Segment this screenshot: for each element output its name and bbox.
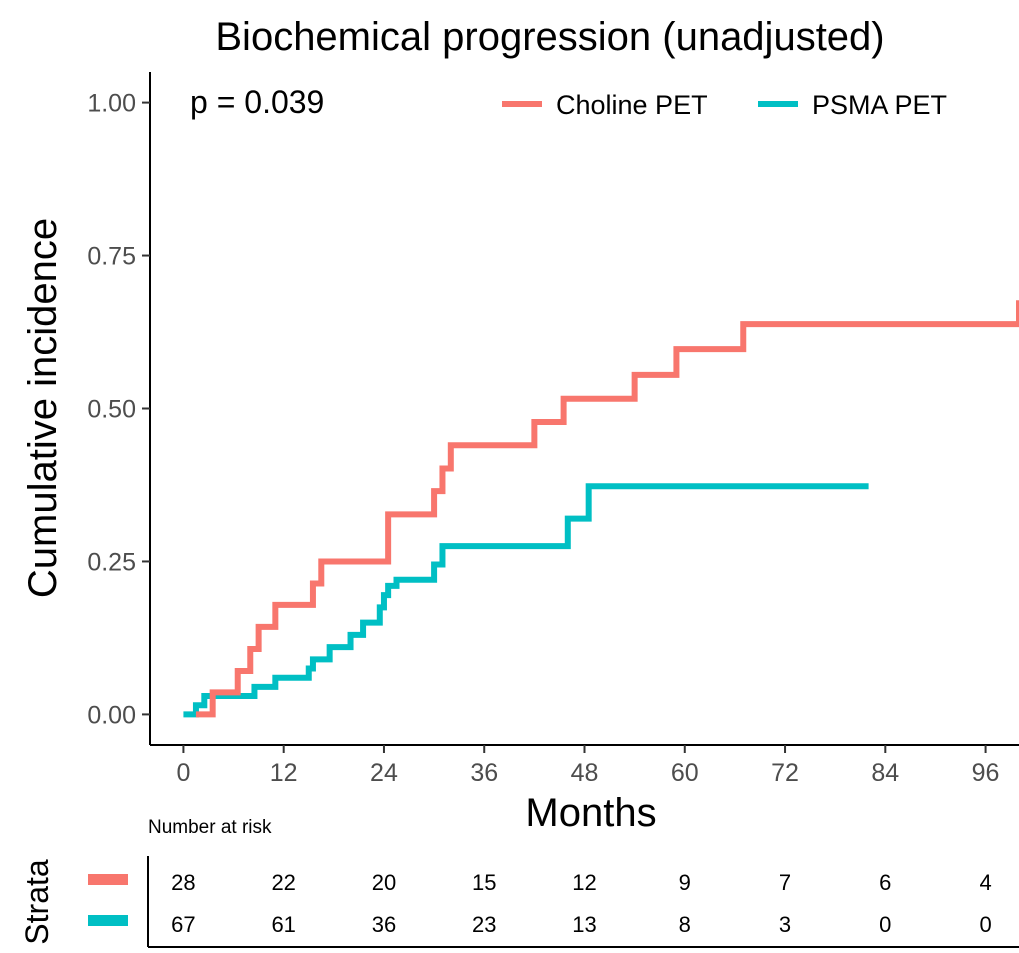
risk-value: 23 xyxy=(472,912,496,937)
risk-swatch-choline xyxy=(88,874,128,885)
risk-table-title: Number at risk xyxy=(148,817,272,838)
risk-value: 36 xyxy=(372,912,396,937)
risk-value: 20 xyxy=(372,870,396,895)
y-tick-label: 0.75 xyxy=(87,243,136,271)
plot-area: 0.00 0.25 0.50 0.75 1.00 0 12 24 36 48 60 72 84 96 p… xyxy=(87,72,1019,787)
x-tick-group: 0 12 24 36 48 60 72 84 96 xyxy=(176,745,999,787)
risk-value: 0 xyxy=(979,912,991,937)
risk-value: 28 xyxy=(171,870,195,895)
risk-value: 13 xyxy=(572,912,596,937)
x-tick-label: 60 xyxy=(671,759,699,787)
x-tick-label: 0 xyxy=(176,759,190,787)
risk-values: 28 22 20 15 12 9 7 6 4 67 61 36 23 13 8 3 0 0 xyxy=(171,870,992,937)
series-layer xyxy=(183,300,1019,718)
risk-value: 0 xyxy=(879,912,891,937)
x-tick-label: 96 xyxy=(972,759,1000,787)
x-tick-label: 72 xyxy=(771,759,799,787)
x-tick-label: 48 xyxy=(571,759,599,787)
y-tick-label: 1.00 xyxy=(87,90,136,118)
y-tick-label: 0.00 xyxy=(87,701,136,729)
risk-value: 12 xyxy=(572,870,596,895)
risk-value: 61 xyxy=(271,912,295,937)
x-tick-label: 24 xyxy=(370,759,398,787)
chart-title: Biochemical progression (unadjusted) xyxy=(215,15,884,59)
series-line-choline-pet xyxy=(195,300,1019,718)
risk-value: 7 xyxy=(779,870,791,895)
legend: Choline PET PSMA PET xyxy=(502,90,947,120)
x-axis-title: Months xyxy=(525,791,656,835)
risk-value: 4 xyxy=(979,870,991,895)
risk-value: 6 xyxy=(879,870,891,895)
risk-table: Number at risk Strata 28 22 20 15 12 9 7 6 4 67 61… xyxy=(19,817,1019,948)
risk-value: 22 xyxy=(271,870,295,895)
series-line-psma-pet xyxy=(183,483,869,718)
x-tick-label: 84 xyxy=(871,759,899,787)
risk-value: 3 xyxy=(779,912,791,937)
risk-swatch-psma xyxy=(88,915,128,926)
legend-label-psma: PSMA PET xyxy=(812,90,947,120)
p-value-annotation: p = 0.039 xyxy=(190,84,324,120)
legend-label-choline: Choline PET xyxy=(556,90,708,120)
risk-value: 67 xyxy=(171,912,195,937)
y-tick-label: 0.25 xyxy=(87,548,136,576)
y-axis-title: Cumulative incidence xyxy=(21,218,65,598)
x-tick-label: 12 xyxy=(270,759,298,787)
y-tick-group: 0.00 0.25 0.50 0.75 1.00 xyxy=(87,90,150,729)
risk-value: 15 xyxy=(472,870,496,895)
risk-value: 9 xyxy=(679,870,691,895)
x-tick-label: 36 xyxy=(470,759,498,787)
risk-value: 8 xyxy=(679,912,691,937)
strata-label: Strata xyxy=(19,859,55,945)
y-tick-label: 0.50 xyxy=(87,396,136,424)
